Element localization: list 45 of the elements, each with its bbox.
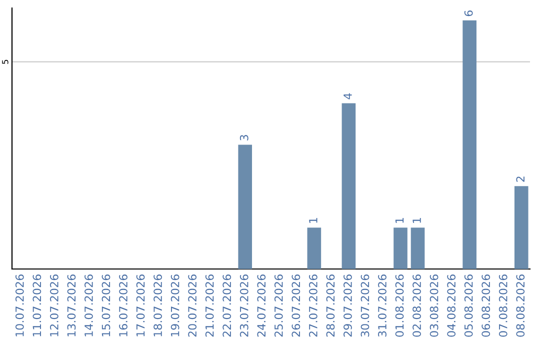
bar	[462, 20, 476, 269]
x-tick-label: 19.07.2026	[170, 274, 180, 336]
bar	[514, 186, 528, 269]
data-label: 2	[516, 176, 524, 182]
x-tick-label: 23.07.2026	[240, 274, 248, 337]
x-tick-label: 27.07.2026	[308, 274, 318, 337]
data-label: 1	[395, 218, 404, 223]
x-tick-label: 28.07.2026	[326, 274, 335, 337]
x-tick-label: 16.07.2026	[119, 274, 128, 336]
x-tick-label: 30.07.2026	[360, 274, 370, 337]
x-tick-label: 18.07.2026	[154, 274, 162, 336]
data-label: 3	[240, 135, 248, 140]
x-tick-label: 22.07.2026	[222, 274, 232, 337]
x-tick-label: 24.07.2026	[257, 274, 266, 337]
x-tick-label: 21.07.2026	[205, 274, 214, 337]
ref-line-label: 5	[2, 60, 8, 64]
x-tick-label: 02.08.2026	[412, 274, 421, 337]
x-tick-label: 31.07.2026	[378, 274, 386, 337]
bar	[342, 103, 356, 269]
x-tick-label: 13.07.2026	[67, 274, 76, 336]
bar	[410, 228, 425, 269]
x-tick-label: 03.08.2026	[430, 274, 438, 337]
bar	[394, 228, 408, 269]
x-tick-label: 12.07.2026	[50, 274, 58, 336]
x-tick-label: 07.08.2026	[498, 274, 508, 337]
data-label: 6	[464, 10, 473, 16]
x-tick-label: 05.08.2026	[464, 274, 473, 337]
bar	[238, 144, 252, 269]
data-label: 1	[309, 218, 318, 223]
x-tick-label: 15.07.2026	[102, 274, 110, 336]
x-tick-label: 11.07.2026	[32, 274, 42, 336]
x-tick-label: 01.08.2026	[395, 274, 404, 337]
x-tick-label: 14.07.2026	[84, 274, 93, 336]
data-label: 1	[412, 218, 421, 223]
x-tick-label: 04.08.2026	[447, 274, 456, 337]
data-label: 4	[344, 93, 352, 100]
x-tick-label: 29.07.2026	[344, 274, 352, 337]
bar	[307, 228, 322, 269]
x-tick-label: 17.07.2026	[136, 274, 145, 336]
x-tick-label: 08.08.2026	[516, 274, 525, 337]
x-tick-label: 25.07.2026	[274, 274, 283, 337]
x-tick-label: 26.07.2026	[292, 274, 300, 337]
x-tick-label: 06.08.2026	[482, 274, 490, 337]
x-tick-label: 10.07.2026	[15, 274, 24, 336]
x-tick-label: 20.07.2026	[188, 274, 197, 337]
